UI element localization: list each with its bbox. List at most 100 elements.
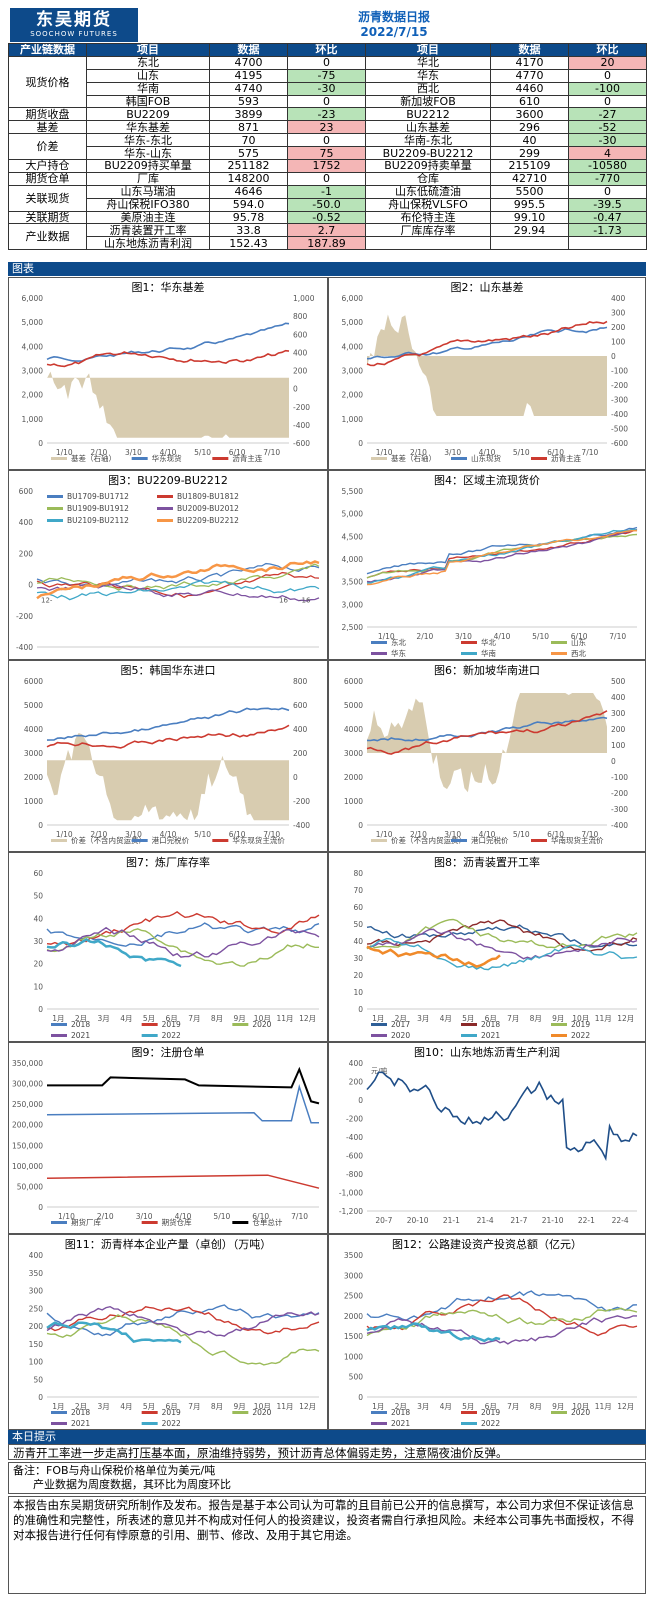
x-tick-label: 20-7 bbox=[375, 1216, 392, 1225]
y-tick-label: 0 bbox=[38, 821, 43, 830]
x-tick-label: 1月 bbox=[372, 1402, 384, 1411]
legend-label: BU1709-BU1712 bbox=[67, 492, 129, 501]
legend-swatch bbox=[371, 457, 387, 460]
legend-label: 基差（右轴） bbox=[71, 453, 116, 463]
y-tick-label: 1000 bbox=[24, 797, 43, 806]
chart-panel: 图1：华东基差 6,000 5,000 4,000 3,000 2,000 1,000 0 1,… bbox=[8, 277, 328, 470]
chart-panel: 图11：沥青样本企业产量（卓创）（万吨） 400 350 300 250 200 150 10… bbox=[8, 1234, 328, 1430]
x-tick-label: 9月 bbox=[552, 1402, 564, 1411]
chart-panel: 图9：注册仓单 350,000 300,000 250,000 200,000 150,0… bbox=[8, 1042, 328, 1234]
y2-tick-label: 200 bbox=[293, 749, 308, 758]
table-cell: 山东基差 bbox=[365, 120, 491, 135]
y-tick-label: 400 bbox=[19, 518, 34, 527]
table-cell: 山东地炼沥青利润 bbox=[86, 236, 210, 251]
y-tick-label: 2000 bbox=[24, 773, 43, 782]
y2-tick-label: -200 bbox=[611, 381, 628, 390]
table-cell: 2.7 bbox=[287, 223, 366, 238]
table-cell: 4770 bbox=[490, 68, 569, 83]
table-cell: 沥青装置开工率 bbox=[86, 223, 210, 238]
y-tick-label: 350,000 bbox=[12, 1059, 43, 1068]
x-tick-label: 21-1 bbox=[443, 1216, 460, 1225]
y-tick-label: 250,000 bbox=[12, 1100, 43, 1109]
table-cell: 187.89 bbox=[287, 236, 366, 251]
table-cell: 华南 bbox=[86, 81, 210, 96]
legend-label: 2022 bbox=[162, 1031, 181, 1040]
x-tick-label: 3/10 bbox=[136, 1212, 153, 1221]
legend-label: 2018 bbox=[481, 1020, 500, 1029]
spot-price-line bbox=[366, 326, 608, 360]
x-tick-label: 7月 bbox=[188, 1014, 200, 1023]
legend-label: 2017 bbox=[391, 1020, 410, 1029]
x-tick-label: 7/10 bbox=[263, 830, 280, 839]
table-cell: 29.94 bbox=[490, 223, 569, 238]
y-tick-label: 50 bbox=[33, 1375, 43, 1384]
x-tick-label: 2月 bbox=[75, 1402, 87, 1411]
y-tick-label: 50 bbox=[353, 920, 363, 929]
y-tick-label: 2500 bbox=[344, 1292, 363, 1301]
table-cell: 4170 bbox=[490, 55, 569, 70]
y2-tick-label: -400 bbox=[293, 821, 310, 830]
y-tick-label: -800 bbox=[346, 1170, 363, 1179]
x-tick-label: 5月 bbox=[462, 1014, 474, 1023]
x-tick-label: 10月 bbox=[572, 1014, 589, 1023]
table-cell: BU2209持卖单量 bbox=[365, 159, 491, 173]
x-tick-label: 2/10 bbox=[410, 448, 427, 457]
table-cell: 296 bbox=[490, 120, 569, 135]
year-series-line bbox=[46, 1321, 182, 1344]
x-tick-label: 1/10 bbox=[58, 1212, 75, 1221]
chart-title: 图5：韩国华东进口 bbox=[120, 664, 216, 677]
legend-label: BU1809-BU1812 bbox=[177, 492, 239, 501]
x-tick-label: 7月 bbox=[507, 1014, 519, 1023]
x-tick-label: 6月 bbox=[166, 1402, 178, 1411]
table-header-row: 产业链数据 项目 数据 环比 项目 数据 环比 bbox=[8, 43, 647, 57]
chart-title: 图3：BU2209-BU2212 bbox=[108, 474, 228, 487]
y-tick-label: 0 bbox=[358, 1005, 363, 1014]
y-tick-label: 6,000 bbox=[22, 294, 44, 303]
x-tick-label: 4月 bbox=[440, 1014, 452, 1023]
x-tick-label: 9月 bbox=[234, 1014, 246, 1023]
table-category-cell: 基差 bbox=[8, 120, 87, 135]
legend-swatch bbox=[551, 652, 567, 655]
remark-line-2: 产业数据为周度数据，其环比为周度环比 bbox=[33, 1478, 231, 1491]
total-warrant-line bbox=[47, 1066, 320, 1105]
legend-swatch bbox=[371, 1023, 387, 1026]
basis-area bbox=[47, 733, 289, 821]
x-tick-label: 6月 bbox=[485, 1014, 497, 1023]
legend-swatch bbox=[131, 839, 148, 842]
y2-tick-label: -400 bbox=[293, 421, 310, 430]
y-tick-label: 4000 bbox=[24, 725, 43, 734]
table-header-cell: 项目 bbox=[365, 43, 491, 57]
y-tick-label: 3,000 bbox=[342, 367, 364, 376]
y-tick-label: 4000 bbox=[344, 725, 363, 734]
legend-label: BU1909-BU1912 bbox=[67, 504, 129, 513]
legend-label: 沥青主连 bbox=[232, 453, 262, 463]
chart-panel: 图6：新加坡华南进口 6000 5000 4000 3000 2000 1000 0 500 40… bbox=[328, 660, 646, 852]
table-cell: 95.78 bbox=[209, 210, 288, 225]
x-tick-label: 1/10 bbox=[376, 830, 393, 839]
y2-tick-label: 200 bbox=[611, 323, 626, 332]
table-cell: 75 bbox=[287, 146, 366, 161]
y-tick-label: 500 bbox=[349, 1373, 364, 1382]
y-tick-label: -1,200 bbox=[339, 1207, 363, 1216]
y-tick-label: 3500 bbox=[344, 1251, 363, 1260]
tips-text: 沥青开工率进一步走高打压基本面，原油维持弱势，预计沥青总体偏弱走势，注意隔夜油价… bbox=[8, 1444, 646, 1460]
x-tick-label: 6/10 bbox=[229, 448, 246, 457]
table-category-cell: 价差 bbox=[8, 133, 87, 161]
y-tick-label: 4,000 bbox=[342, 555, 364, 564]
y-tick-label: 2,000 bbox=[342, 391, 364, 400]
y-tick-label: 5000 bbox=[24, 701, 43, 710]
table-row: 价差 华东-东北 70 0 华南-东北 40 -30 bbox=[8, 133, 647, 161]
table-header-cell: 数据 bbox=[490, 43, 569, 57]
legend-label: 2020 bbox=[571, 1408, 590, 1417]
x-tick-label: 3/10 bbox=[444, 830, 461, 839]
table-cell: 4460 bbox=[490, 81, 569, 96]
x-tick-label: 16 bbox=[279, 597, 288, 605]
x-tick-label: 4/10 bbox=[479, 448, 496, 457]
year-series-line bbox=[366, 937, 638, 971]
chart-svg: 400 200 0 -200 -400 -600 -800 -1,000 -1,200 20-7 2… bbox=[339, 1059, 638, 1225]
y-tick-label: 400 bbox=[349, 1059, 364, 1068]
legend-swatch bbox=[51, 1023, 67, 1026]
table-row: 华东-山东 575 75 BU2209-BU2212 299 4 bbox=[9, 146, 647, 161]
y-tick-label: 5,500 bbox=[342, 487, 364, 496]
table-cell: -27 bbox=[568, 107, 647, 122]
